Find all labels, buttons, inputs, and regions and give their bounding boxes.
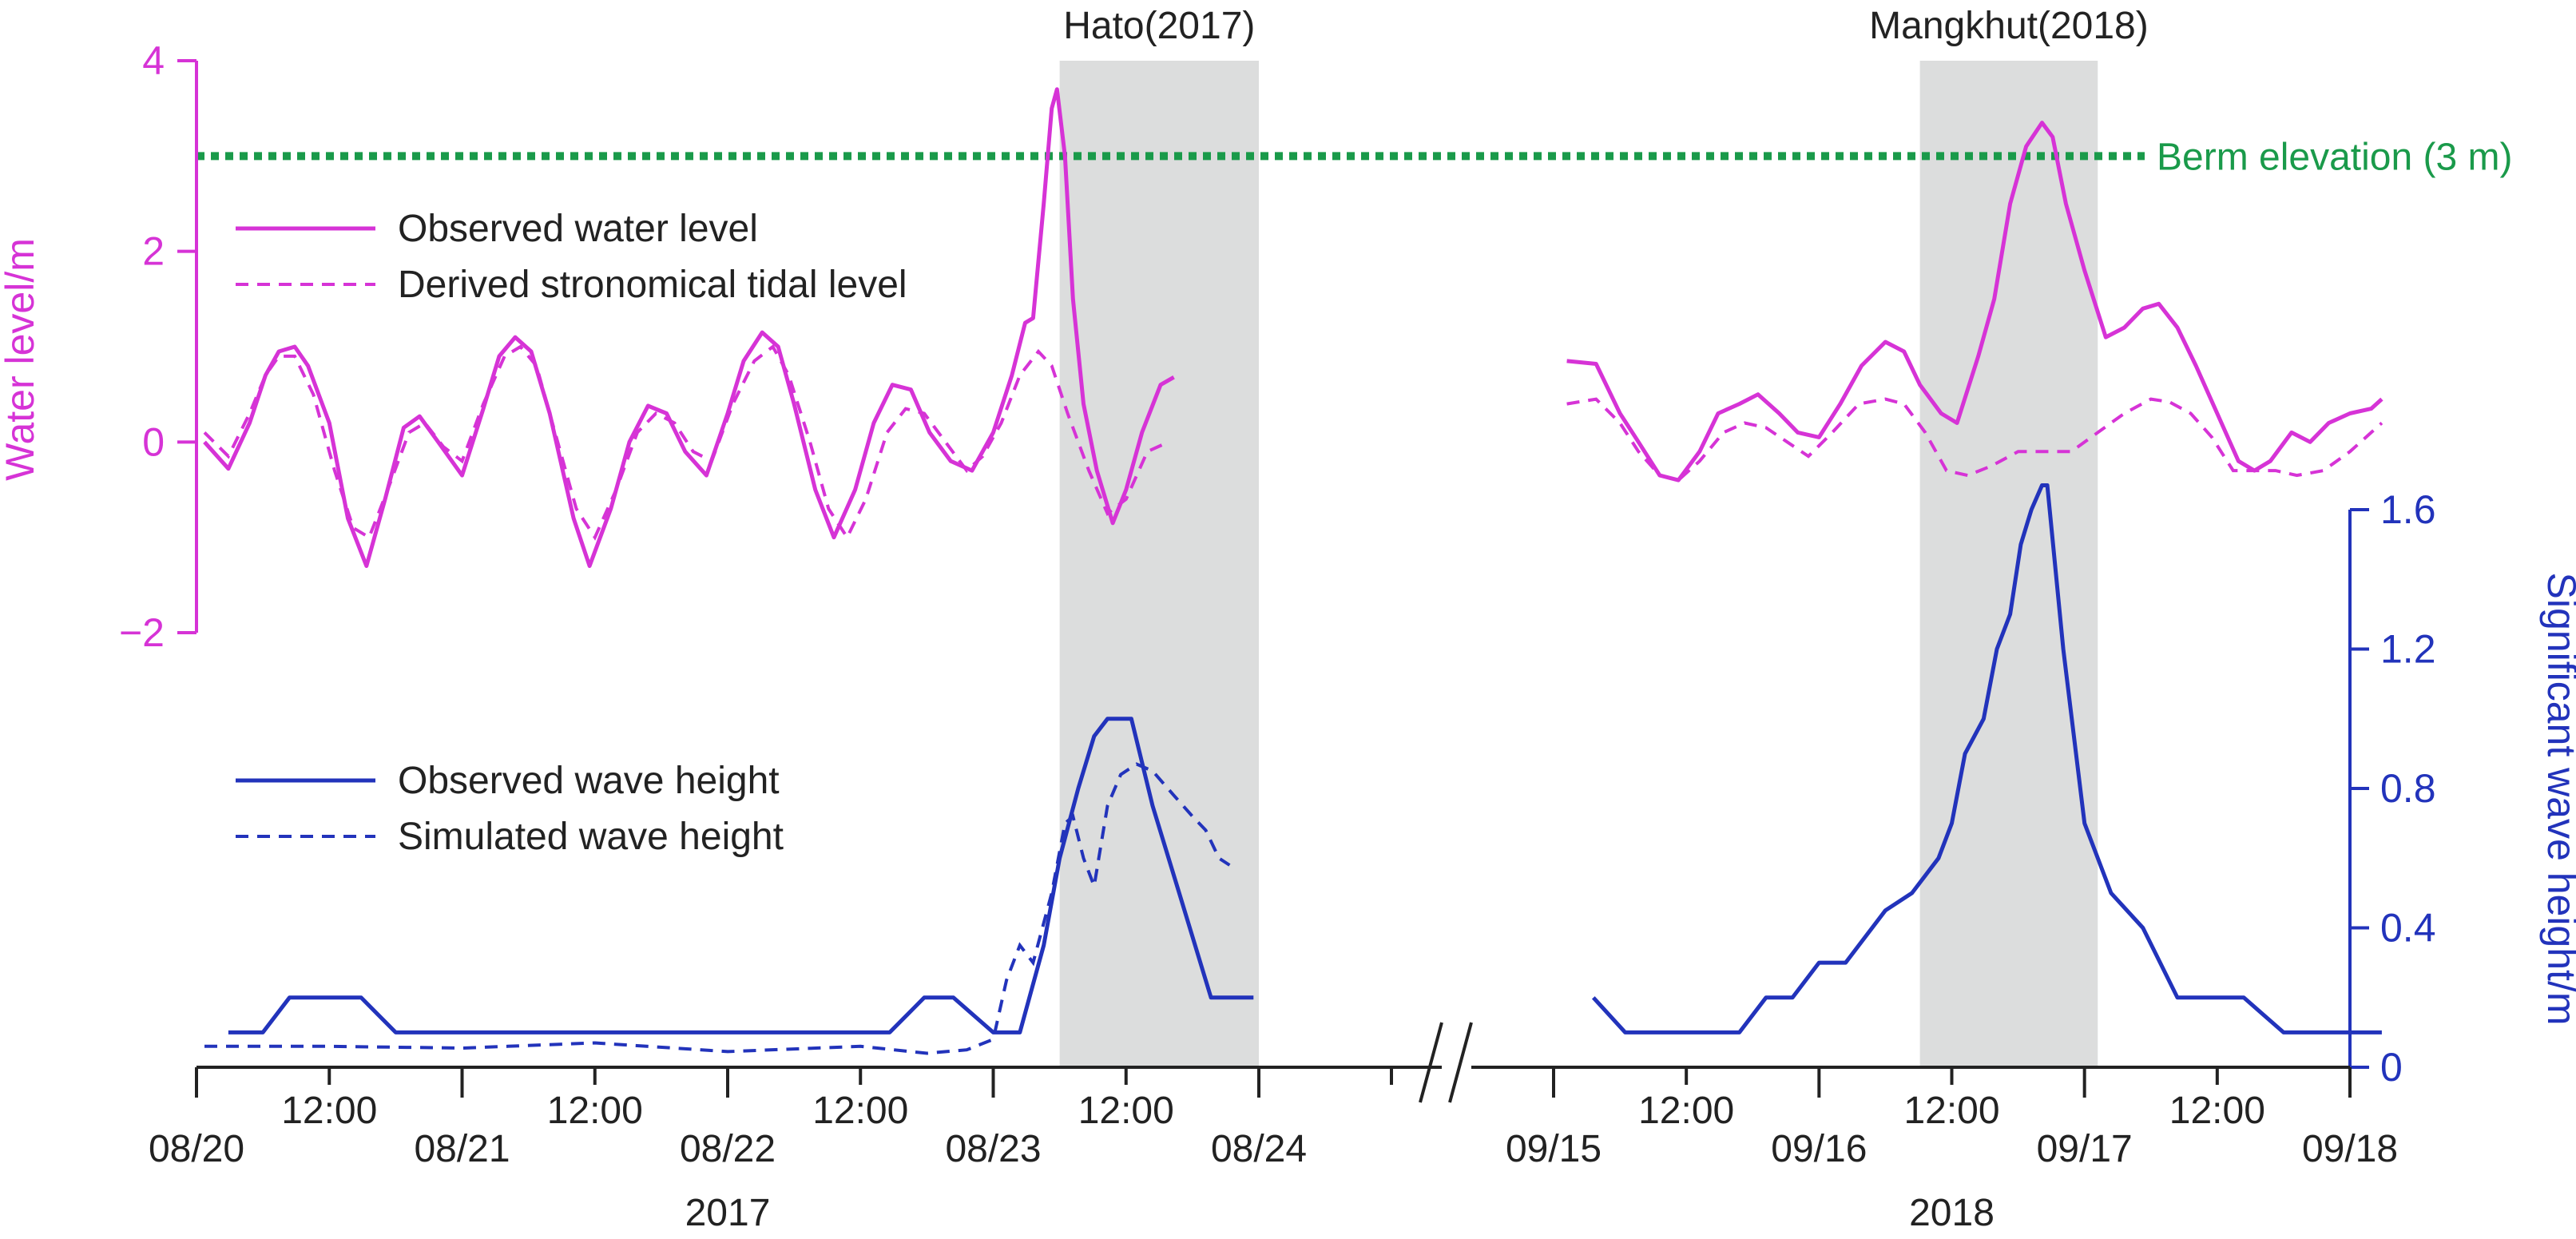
storm-band-2017 xyxy=(1059,61,1259,1067)
wave-height-axis-label: Significant wave height/m xyxy=(2539,573,2576,1026)
legend-observed-wave-label: Observed wave height xyxy=(398,760,780,802)
time-tick-label-noon: 12:00 xyxy=(1903,1090,1999,1132)
time-tick-label-date: 09/17 xyxy=(2037,1128,2133,1170)
water-level-legend: Observed water level Derived stronomical… xyxy=(236,208,907,306)
time-tick-label-date: 08/21 xyxy=(414,1128,510,1170)
time-tick-label-noon: 12:00 xyxy=(547,1090,643,1132)
year-label-2017: 2017 xyxy=(685,1192,771,1234)
time-tick-label-noon: 12:00 xyxy=(1078,1090,1174,1132)
time-tick-label-noon: 12:00 xyxy=(281,1090,377,1132)
axis-break-mark xyxy=(1419,1022,1443,1103)
water-level-axis-label: Water level/m xyxy=(0,238,42,481)
storm-bands xyxy=(1059,61,2098,1067)
water-level-axis: −2 0 2 4 xyxy=(119,38,198,655)
time-tick-label-date: 08/22 xyxy=(680,1128,776,1170)
time-tick-label-noon: 12:00 xyxy=(2169,1090,2265,1132)
water-level-tick-label: −2 xyxy=(119,610,165,655)
year-label-2018: 2018 xyxy=(1909,1192,1995,1234)
time-axis: 08/20 12:00 08/21 12:00 08/22 12:00 08/23 12:00… xyxy=(149,1022,2398,1170)
time-tick-label-noon: 12:00 xyxy=(812,1090,908,1132)
wave-height-tick-label: 0 xyxy=(2380,1045,2403,1090)
time-tick-label-date: 08/20 xyxy=(149,1128,244,1170)
berm-elevation-label: Berm elevation (3 m) xyxy=(2157,136,2512,178)
legend-simulated-wave-label: Simulated wave height xyxy=(398,816,784,858)
wave-height-tick-label: 0.8 xyxy=(2380,766,2436,811)
time-tick-label-date: 08/24 xyxy=(1211,1128,1307,1170)
wave-height-legend: Observed wave height Simulated wave heig… xyxy=(236,760,784,858)
wave-height-tick-label: 1.2 xyxy=(2380,627,2436,672)
time-tick-label-date: 09/18 xyxy=(2302,1128,2398,1170)
time-tick-label-noon: 12:00 xyxy=(1638,1090,1734,1132)
series-tidal-level-2017 xyxy=(203,344,1169,541)
water-level-tick-label: 4 xyxy=(142,38,165,83)
series-observed-wave-2017 xyxy=(228,717,1254,1034)
wave-height-tick-label: 0.4 xyxy=(2380,906,2436,951)
water-level-tick-label: 2 xyxy=(142,229,165,274)
series-observed-water-2018 xyxy=(1566,121,2383,482)
axis-break-mark xyxy=(1448,1022,1473,1103)
wave-height-tick-label: 1.6 xyxy=(2380,487,2436,532)
series-observed-wave-2018 xyxy=(1591,483,2382,1034)
time-tick-label-date: 09/15 xyxy=(1506,1128,1602,1170)
series-group xyxy=(203,87,2383,1055)
time-tick-label-date: 09/16 xyxy=(1771,1128,1867,1170)
legend-observed-water-label: Observed water level xyxy=(398,208,758,250)
storm-band-2018 xyxy=(1919,61,2098,1067)
storm-label-hato: Hato(2017) xyxy=(1063,5,1255,47)
storm-label-mangkhut: Mangkhut(2018) xyxy=(1869,5,2149,47)
wave-height-axis: 0 0.4 0.8 1.2 1.6 xyxy=(2348,487,2436,1090)
water-level-tick-label: 0 xyxy=(142,419,165,464)
legend-tidal-level-label: Derived stronomical tidal level xyxy=(398,264,907,306)
series-observed-water-2017 xyxy=(203,87,1175,568)
time-tick-label-date: 08/23 xyxy=(945,1128,1041,1170)
